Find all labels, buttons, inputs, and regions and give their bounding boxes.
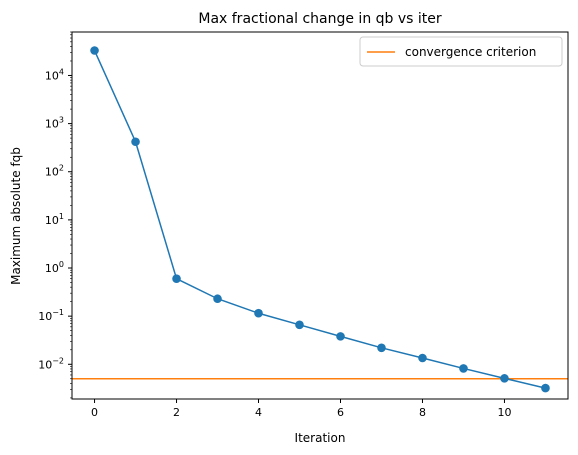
data-point	[131, 137, 140, 147]
y-tick-label: 104	[45, 67, 64, 82]
data-point	[90, 46, 99, 55]
data-point	[213, 294, 222, 304]
y-axis-label: Maximum absolute fqb	[9, 147, 23, 285]
plot-frame	[71, 31, 569, 400]
data-point	[418, 353, 427, 363]
chart-title: Max fractional change in qb vs iter	[198, 11, 442, 27]
y-tick-label: 10−2	[38, 356, 64, 371]
y-tick-label: 103	[45, 116, 64, 131]
x-tick-label: 10	[497, 406, 511, 419]
x-tick-label: 0	[91, 406, 98, 419]
data-point	[500, 374, 509, 383]
x-axis-label: Iteration	[295, 431, 346, 445]
x-tick-label: 4	[255, 406, 262, 419]
y-tick-label: 100	[45, 260, 64, 275]
legend: convergence criterion	[359, 36, 563, 67]
data-point	[336, 332, 345, 341]
plot-area: 0 2 4 6 8 10 10−2 10−1 100 101 102 103 104	[38, 31, 568, 419]
x-tick-label: 6	[337, 406, 344, 419]
data-point	[377, 343, 386, 353]
y-tick-label: 102	[45, 164, 64, 179]
data-point	[459, 364, 468, 373]
legend-box	[359, 36, 563, 67]
data-point	[172, 274, 181, 283]
series-line	[93, 50, 546, 389]
x-tick-label: 2	[173, 406, 180, 419]
data-point	[295, 320, 304, 330]
data-point	[541, 383, 550, 393]
legend-label-convergence-criterion: convergence criterion	[405, 45, 536, 59]
x-tick-label: 8	[419, 406, 426, 419]
y-tick-label: 101	[45, 212, 64, 227]
y-tick-label: 10−1	[38, 308, 64, 323]
data-point	[254, 308, 263, 318]
